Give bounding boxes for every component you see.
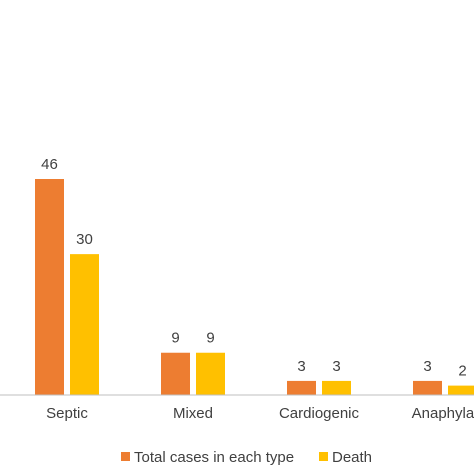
bar-mixed-series-1 [161, 352, 190, 395]
legend-label-series-2: Death [332, 449, 372, 466]
data-label-septic-series-2: 30 [76, 231, 93, 248]
bar-cardiogenic-series-1 [287, 380, 316, 395]
data-label-septic-series-1: 46 [41, 156, 58, 173]
data-label-cardiogenic-series-1: 3 [297, 358, 305, 375]
data-label-anaphylat-series-1: 3 [423, 358, 431, 375]
bar-septic-series-2 [70, 254, 99, 395]
legend-label-series-1: Total cases in each type [134, 449, 294, 466]
bar-septic-series-1 [35, 179, 64, 395]
legend-swatch-series-1 [121, 452, 130, 461]
data-label-cardiogenic-series-2: 3 [332, 358, 340, 375]
x-tick-label-anaphylat: Anaphylat [412, 405, 474, 422]
data-label-mixed-series-2: 9 [206, 330, 214, 347]
legend-swatch-series-2 [319, 452, 328, 461]
data-labels-group: 46 30 9 9 3 3 3 2 [41, 156, 467, 380]
x-tick-label-cardiogenic: Cardiogenic [279, 405, 360, 422]
bar-anaphylat-series-2 [448, 385, 474, 395]
x-tick-label-mixed: Mixed [173, 405, 213, 422]
data-label-anaphylat-series-2: 2 [458, 363, 466, 380]
x-tick-label-septic: Septic [46, 405, 88, 422]
x-tick-labels-group: Septic Mixed Cardiogenic Anaphylat [46, 405, 474, 422]
bar-anaphylat-series-1 [413, 380, 442, 395]
bar-mixed-series-2 [196, 352, 225, 395]
bar-cardiogenic-series-2 [322, 380, 351, 395]
legend: Total cases in each type Death [121, 449, 372, 466]
data-label-mixed-series-1: 9 [171, 330, 179, 347]
bars-group [35, 179, 474, 395]
